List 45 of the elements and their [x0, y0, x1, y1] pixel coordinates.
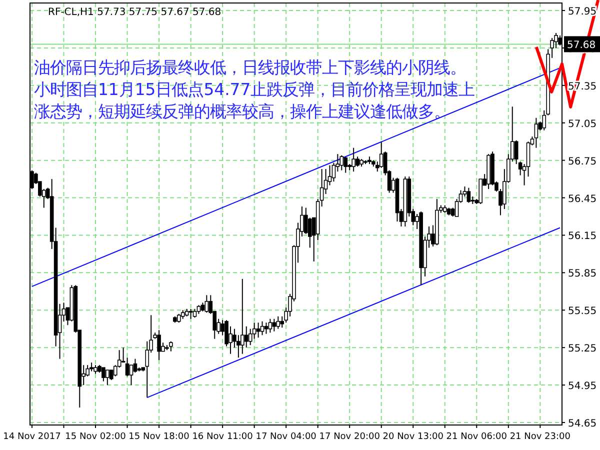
candlestick — [102, 367, 106, 382]
candlestick — [133, 358, 138, 374]
candlestick — [478, 178, 483, 205]
y-tick-label: 56.75 — [568, 156, 597, 168]
x-tick-label: 17 Nov 04:00 — [256, 432, 317, 442]
x-tick-label: 14 Nov 2017 — [3, 432, 61, 442]
candlestick — [272, 318, 276, 332]
candlestick — [204, 294, 209, 314]
candlestick — [466, 187, 471, 204]
candlestick — [344, 156, 348, 174]
candlestick — [125, 357, 130, 377]
candlestick — [248, 328, 252, 346]
y-tick-label: 55.25 — [568, 344, 597, 355]
x-tick-label: 21 Nov 06:00 — [446, 432, 508, 442]
candlestick — [106, 370, 110, 386]
candlestick — [264, 322, 268, 334]
y-tick-label: 56.45 — [568, 194, 597, 205]
chart-title: RF-CL,H1 57.73 57.75 57.67 57.68 — [48, 7, 222, 18]
y-tick-label: 54.65 — [568, 418, 597, 430]
candlestick — [534, 117, 538, 148]
x-tick-label: 17 Nov 20:00 — [319, 432, 380, 442]
x-tick-label: 20 Nov 13:00 — [382, 432, 444, 442]
x-tick-label: 16 Nov 11:00 — [192, 432, 254, 442]
candlestick — [240, 278, 244, 354]
candlestick — [188, 308, 193, 320]
y-tick-label: 56.15 — [568, 231, 597, 242]
ref-line-label: 57.68 — [567, 40, 596, 52]
y-tick-label: 54.95 — [568, 381, 597, 392]
candlestick — [169, 340, 173, 352]
x-tick-label: 15 Nov 18:00 — [128, 432, 190, 442]
candlestick — [268, 318, 272, 334]
x-tick-label: 21 Nov 23:00 — [510, 432, 571, 442]
candlestick — [276, 316, 280, 330]
y-tick-label: 57.05 — [568, 118, 597, 130]
candlestick — [352, 147, 356, 172]
candlestick — [256, 322, 260, 338]
y-tick-label: 55.85 — [568, 268, 597, 280]
candlestick — [121, 347, 126, 364]
candlestick — [340, 154, 344, 171]
y-tick-label: 55.55 — [568, 306, 597, 318]
x-tick-label: 15 Nov 02:00 — [65, 432, 126, 442]
candlestick — [260, 320, 264, 336]
candlestick — [157, 330, 161, 361]
candlestick — [244, 326, 248, 348]
candlestick — [356, 156, 360, 168]
